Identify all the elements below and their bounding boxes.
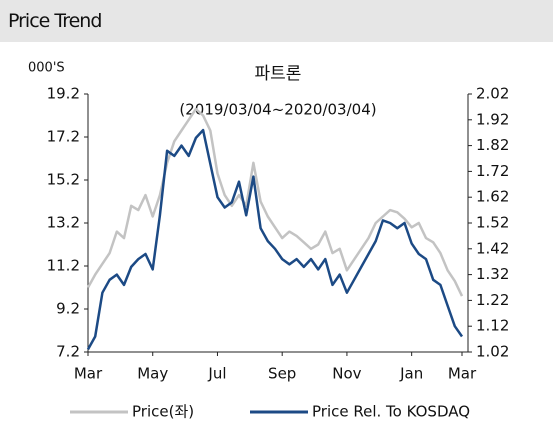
chart-subtitle: (2019/03/04~2020/03/04): [179, 101, 376, 119]
y2-tick-label: 1.02: [476, 343, 509, 361]
x-tick-label: Nov: [332, 365, 361, 383]
y2-tick-label: 1.82: [476, 136, 509, 154]
y2-tick-label: 1.92: [476, 110, 509, 128]
x-tick-label: Jan: [399, 365, 423, 383]
x-tick-label: May: [137, 365, 168, 383]
header-title: Price Trend: [0, 0, 553, 42]
y2-tick-label: 1.12: [476, 317, 509, 335]
series-line: [86, 107, 464, 297]
y2-tick-label: 1.52: [476, 214, 509, 232]
series-line: [86, 128, 464, 351]
chart-title: 파트론: [255, 64, 302, 84]
x-tick-label: Sep: [268, 365, 296, 383]
x-tick-label: Jul: [207, 365, 226, 383]
y2-tick-label: 1.32: [476, 265, 509, 283]
y-tick-label: 19.2: [47, 85, 80, 103]
y-tick-label: 9.2: [56, 300, 80, 318]
y2-tick-label: 1.42: [476, 239, 509, 257]
y-axis-unit: 000'S: [28, 61, 65, 76]
y-tick-label: 7.2: [56, 343, 80, 361]
y2-tick-label: 1.72: [476, 162, 509, 180]
x-tick-label: Mar: [448, 365, 477, 383]
legend-label: Price(좌): [132, 403, 194, 421]
chart: 000'S 파트론 (2019/03/04~2020/03/04) 7.2 9.2…: [28, 61, 509, 421]
y-tick-label: 13.2: [47, 214, 80, 232]
y2-tick-label: 1.22: [476, 291, 509, 309]
legend-label: Price Rel. To KOSDAQ: [312, 403, 470, 421]
x-tick-label: Mar: [74, 365, 103, 383]
y-tick-label: 11.2: [47, 257, 80, 275]
y-tick-label: 17.2: [47, 128, 80, 146]
y-tick-label: 15.2: [47, 171, 80, 189]
y2-tick-label: 2.02: [476, 85, 509, 103]
y2-tick-label: 1.62: [476, 188, 509, 206]
